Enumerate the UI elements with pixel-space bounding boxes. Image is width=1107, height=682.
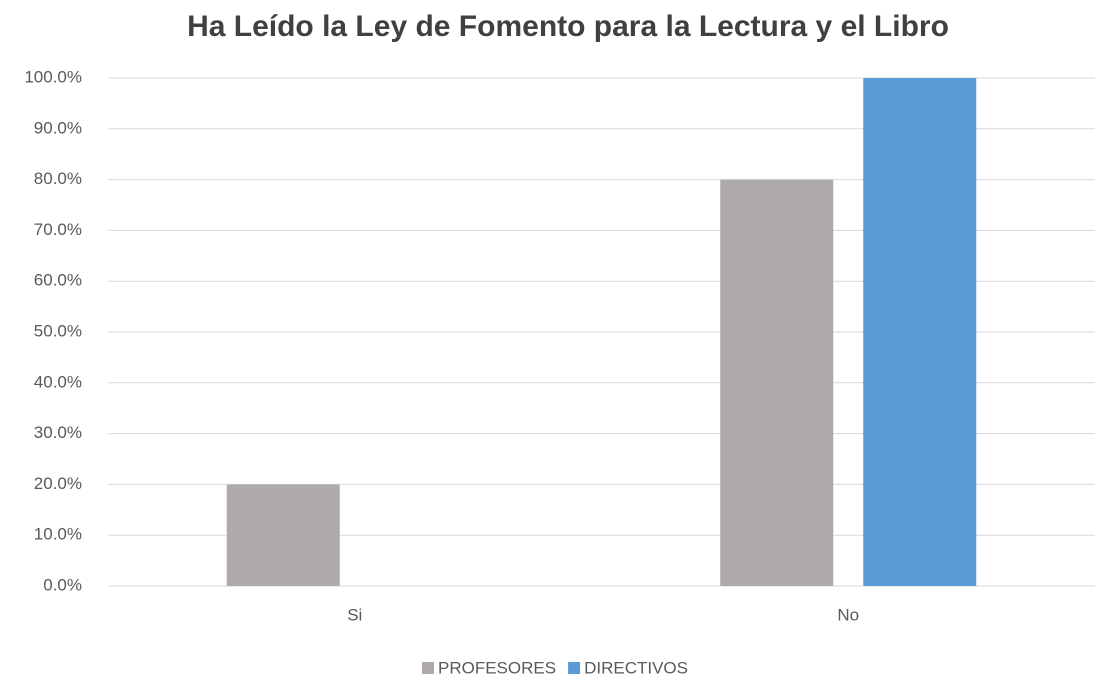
- y-tick-label: 50.0%: [34, 321, 82, 340]
- y-tick-label: 80.0%: [34, 169, 82, 188]
- bar: [720, 179, 834, 586]
- y-tick-label: 30.0%: [34, 423, 82, 442]
- legend-label: DIRECTIVOS: [584, 658, 688, 677]
- legend-swatch: [422, 662, 434, 674]
- y-tick-label: 10.0%: [34, 525, 82, 544]
- y-tick-label: 70.0%: [34, 220, 82, 239]
- bar: [863, 78, 977, 586]
- legend-label: PROFESORES: [438, 658, 556, 677]
- y-tick-label: 40.0%: [34, 372, 82, 391]
- chart-title: Ha Leído la Ley de Fomento para la Lectu…: [187, 10, 949, 43]
- y-tick-label: 60.0%: [34, 271, 82, 290]
- y-tick-label: 90.0%: [34, 118, 82, 137]
- x-tick-label: Si: [347, 605, 362, 624]
- x-tick-label: No: [837, 605, 859, 624]
- bar: [226, 484, 340, 586]
- y-tick-label: 20.0%: [34, 474, 82, 493]
- y-tick-label: 0.0%: [43, 575, 82, 594]
- y-tick-label: 100.0%: [24, 67, 82, 86]
- legend-swatch: [568, 662, 581, 674]
